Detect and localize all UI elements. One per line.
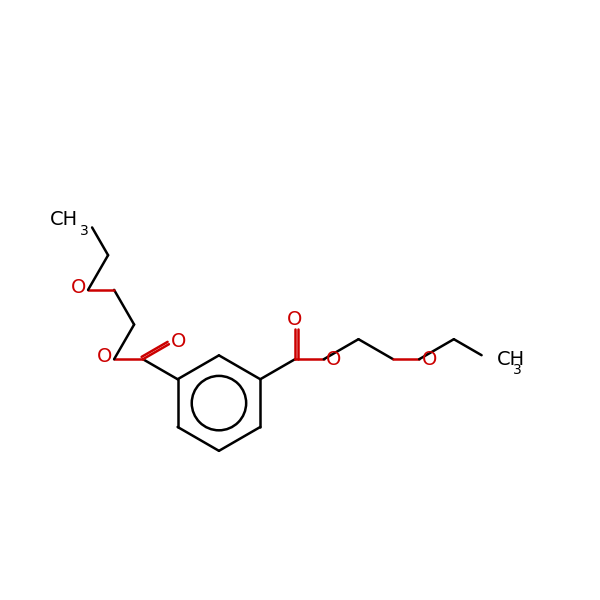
Text: CH: CH	[497, 350, 525, 368]
Text: 3: 3	[80, 224, 89, 238]
Text: CH: CH	[50, 210, 78, 229]
Text: O: O	[71, 278, 86, 297]
Text: O: O	[97, 347, 113, 367]
Text: O: O	[326, 350, 341, 369]
Text: O: O	[170, 332, 186, 352]
Text: O: O	[287, 310, 302, 329]
Text: 3: 3	[513, 363, 522, 377]
Text: O: O	[421, 350, 437, 369]
